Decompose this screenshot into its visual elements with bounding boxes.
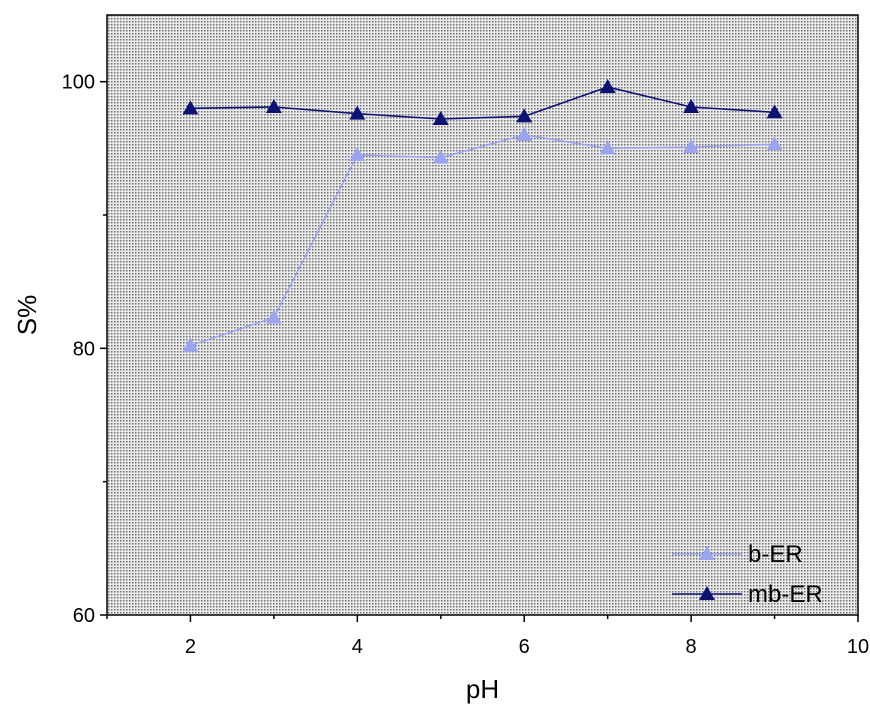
plot-frame	[106, 14, 859, 616]
y-axis-title: S%	[12, 295, 42, 335]
legend-item-mb-ER: mb-ER	[672, 581, 823, 608]
data-point	[265, 99, 282, 113]
series-line-mb-ER	[190, 86, 775, 120]
data-point	[683, 139, 700, 153]
data-point	[432, 149, 449, 164]
data-point	[766, 104, 783, 119]
legend-item-b-ER: b-ER	[672, 541, 803, 568]
x-tick-label: 8	[686, 636, 697, 658]
data-point	[432, 111, 449, 125]
data-point	[349, 105, 366, 120]
x-tick-label: 2	[185, 636, 196, 658]
y-tick-label: 80	[73, 338, 95, 360]
data-point	[265, 309, 282, 324]
legend-label: b-ER	[748, 541, 803, 568]
data-point	[599, 79, 616, 93]
data-point	[182, 100, 199, 115]
legend-marker	[699, 546, 715, 560]
data-point	[516, 108, 533, 123]
x-tick-label: 6	[519, 636, 530, 658]
y-tick-label: 60	[73, 605, 95, 627]
legend-label: mb-ER	[748, 581, 823, 608]
legend: b-ER mb-ER	[672, 541, 823, 608]
plot-area	[107, 15, 858, 615]
data-point	[349, 147, 366, 161]
series-mb-ER	[182, 79, 783, 125]
data-point	[683, 99, 700, 113]
series-b-ER	[182, 127, 783, 352]
data-point	[766, 136, 783, 151]
x-tick-label: 4	[352, 636, 363, 658]
legend-marker	[699, 586, 715, 600]
data-point	[182, 337, 199, 352]
series-line-b-ER	[190, 134, 775, 347]
data-point	[599, 140, 616, 155]
x-tick-label: 10	[847, 636, 869, 658]
y-tick-label: 100	[62, 72, 95, 94]
x-axis-title: pH	[466, 674, 499, 704]
series-layer	[182, 79, 783, 352]
data-point	[516, 127, 533, 141]
